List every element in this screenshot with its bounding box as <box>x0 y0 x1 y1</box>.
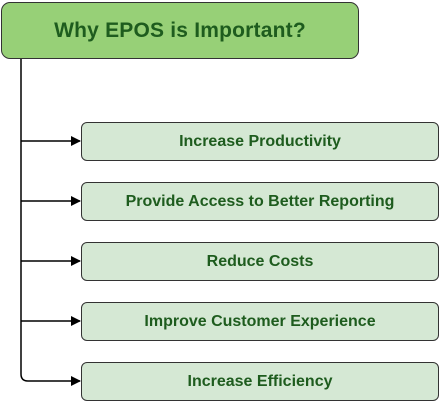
item-box-reduce-costs: Reduce Costs <box>81 242 439 281</box>
diagram-title: Why EPOS is Important? <box>54 18 306 42</box>
item-label: Increase Efficiency <box>187 372 333 390</box>
item-box-better-reporting: Provide Access to Better Reporting <box>81 182 439 221</box>
item-label: Improve Customer Experience <box>144 312 376 330</box>
item-label: Provide Access to Better Reporting <box>125 192 395 210</box>
trunk-line <box>20 59 81 386</box>
item-label: Reduce Costs <box>206 252 314 270</box>
item-box-increase-productivity: Increase Productivity <box>81 122 439 161</box>
item-label: Increase Productivity <box>179 132 341 150</box>
item-box-customer-experience: Improve Customer Experience <box>81 302 439 341</box>
title-box: Why EPOS is Important? <box>1 2 359 59</box>
item-box-increase-efficiency: Increase Efficiency <box>81 362 439 401</box>
